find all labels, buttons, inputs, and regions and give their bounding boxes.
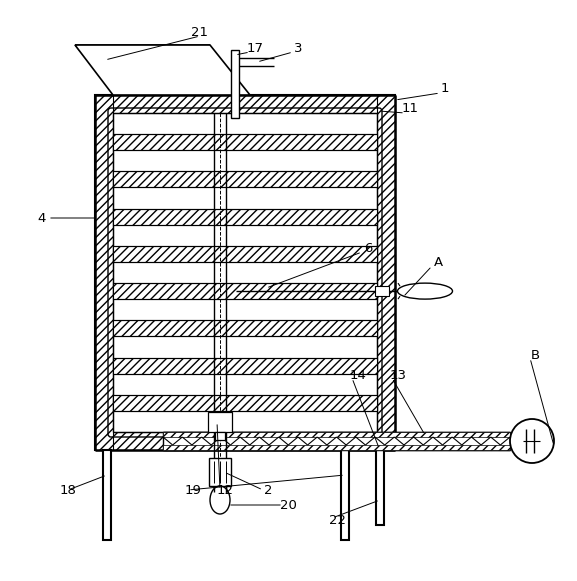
Text: 17: 17 xyxy=(246,41,264,55)
Text: A: A xyxy=(433,256,443,268)
Text: 1: 1 xyxy=(441,81,449,95)
Bar xyxy=(103,450,111,540)
Text: 2: 2 xyxy=(264,483,272,497)
Bar xyxy=(113,134,377,150)
Bar xyxy=(215,432,225,440)
Text: 22: 22 xyxy=(329,514,347,526)
Bar xyxy=(163,445,510,450)
Text: 6: 6 xyxy=(364,242,372,254)
Bar xyxy=(113,357,377,374)
Bar xyxy=(113,246,377,262)
Ellipse shape xyxy=(210,486,230,514)
Ellipse shape xyxy=(398,283,452,299)
Bar xyxy=(231,50,239,118)
Circle shape xyxy=(510,419,554,463)
Text: 14: 14 xyxy=(350,368,366,382)
Bar xyxy=(113,320,377,336)
Bar xyxy=(95,95,113,450)
Text: 3: 3 xyxy=(294,41,302,55)
Bar xyxy=(375,286,389,296)
Bar xyxy=(113,283,377,299)
Bar xyxy=(113,209,377,225)
Text: 21: 21 xyxy=(192,26,208,38)
Bar xyxy=(163,432,510,437)
Bar xyxy=(113,394,377,411)
Polygon shape xyxy=(75,45,250,95)
Text: 18: 18 xyxy=(59,483,76,497)
Bar xyxy=(113,171,377,188)
Text: 4: 4 xyxy=(38,211,46,224)
Text: B: B xyxy=(530,349,539,361)
Text: 20: 20 xyxy=(280,498,297,511)
Bar xyxy=(208,412,232,432)
Bar xyxy=(95,95,395,113)
Bar xyxy=(341,450,349,540)
Text: 13: 13 xyxy=(389,368,407,382)
Bar xyxy=(95,95,395,450)
Bar xyxy=(209,458,231,486)
Text: 11: 11 xyxy=(402,102,418,114)
Bar xyxy=(376,450,384,525)
Bar xyxy=(163,432,510,450)
Bar xyxy=(377,95,395,450)
Bar xyxy=(95,432,395,450)
Text: 12: 12 xyxy=(216,483,234,497)
Text: 19: 19 xyxy=(185,483,201,497)
